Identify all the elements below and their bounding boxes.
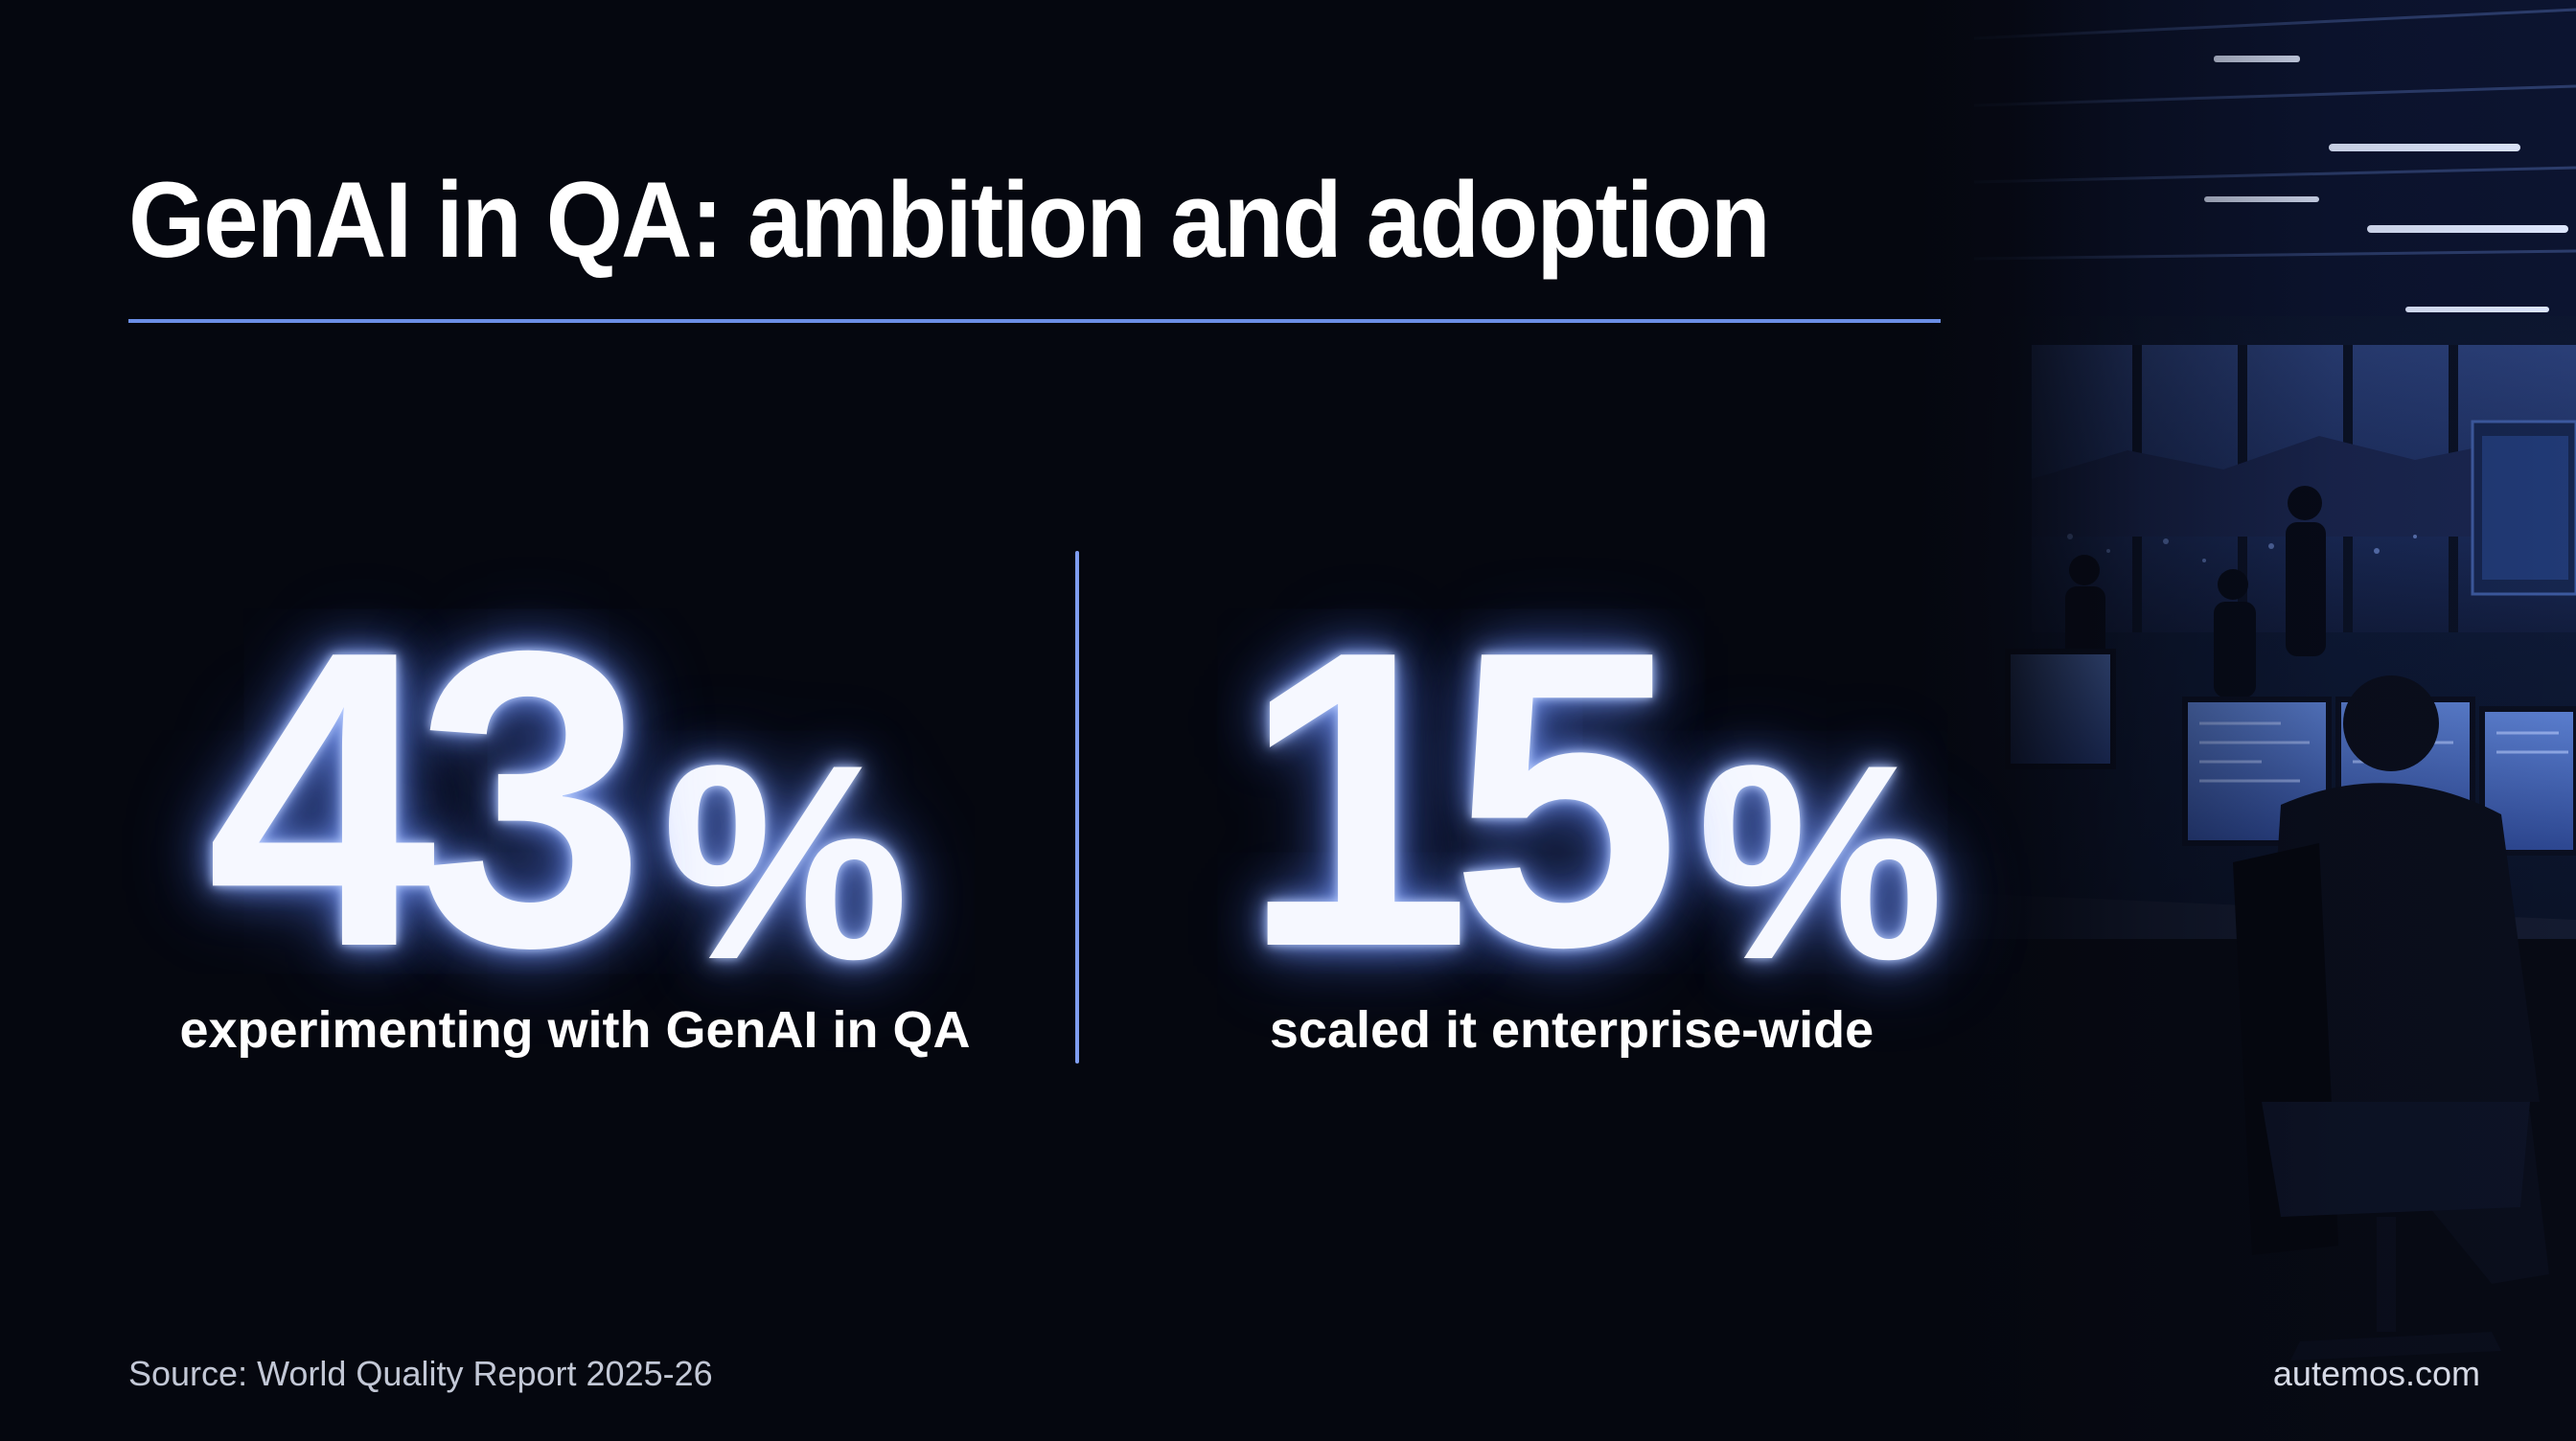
source-citation: Source: World Quality Report 2025-26 xyxy=(128,1354,713,1393)
stat-number: 15 xyxy=(1241,564,1681,1035)
stat-percent-sign: % xyxy=(1696,707,1944,1018)
stat-experimenting-value: 43 % xyxy=(144,532,968,1035)
slide-title: GenAI in QA: ambition and adoption xyxy=(128,160,1771,280)
photo-gradient-overlay xyxy=(1917,0,2576,1441)
stat-divider xyxy=(1075,551,1079,1064)
stat-experimenting-caption: experimenting with GenAI in QA xyxy=(179,1001,971,1059)
stat-percent-sign: % xyxy=(661,707,909,1018)
stat-scaled-value: 15 % xyxy=(1179,532,2003,1035)
stat-number: 43 xyxy=(206,564,646,1035)
title-underline xyxy=(128,319,1941,323)
site-url: autemos.com xyxy=(2272,1354,2480,1393)
stat-scaled-caption: scaled it enterprise-wide xyxy=(1269,1001,1874,1059)
